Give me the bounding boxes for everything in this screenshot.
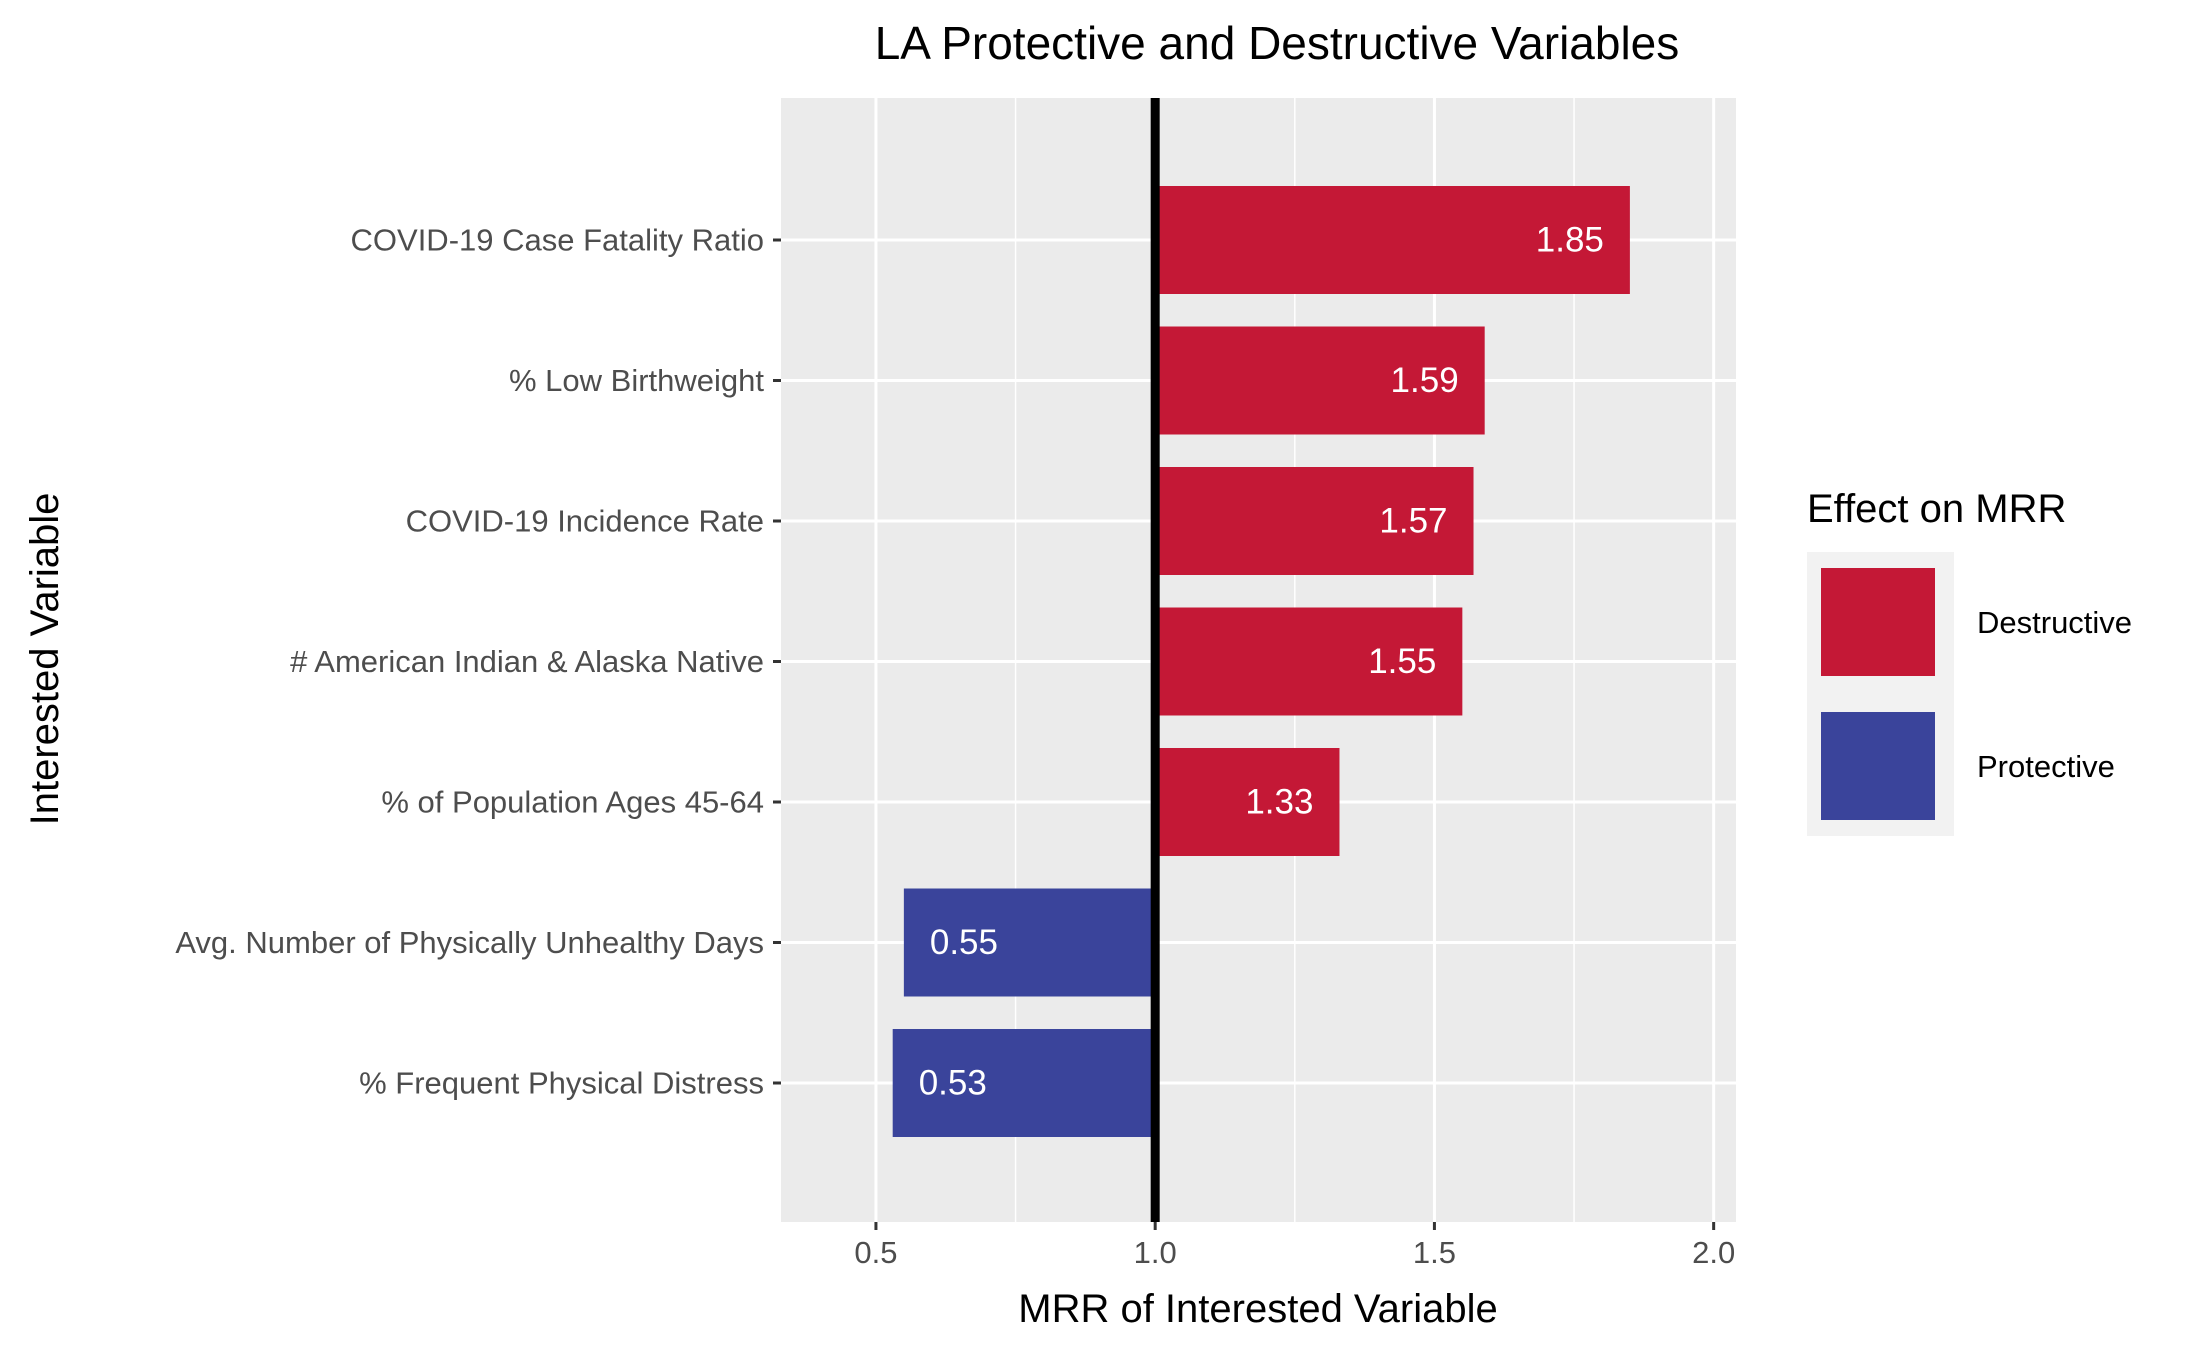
y-axis-title: Interested Variable bbox=[23, 493, 67, 826]
bar-destructive bbox=[1155, 326, 1485, 435]
legend-title: Effect on MRR bbox=[1807, 487, 2066, 531]
bar-value-label: 0.55 bbox=[930, 923, 998, 962]
legend-swatch-protective bbox=[1821, 712, 1935, 820]
y-tick-label: % Low Birthweight bbox=[509, 363, 764, 398]
x-axis: 0.5 1.0 1.5 2.0 bbox=[854, 1222, 1735, 1270]
legend-label-destructive: Destructive bbox=[1977, 605, 2132, 640]
bar-destructive bbox=[1155, 607, 1463, 716]
x-axis-title: MRR of Interested Variable bbox=[1018, 1287, 1497, 1331]
y-axis: COVID-19 Case Fatality Ratio % Low Birthw… bbox=[175, 223, 781, 1101]
x-tick-label: 1.5 bbox=[1413, 1235, 1456, 1270]
bar-destructive bbox=[1155, 748, 1340, 856]
bar-protective bbox=[903, 888, 1156, 997]
x-tick-label: 1.0 bbox=[1134, 1235, 1177, 1270]
legend: Effect on MRR Destructive Protective bbox=[1807, 487, 2132, 836]
x-tick-label: 0.5 bbox=[854, 1235, 897, 1270]
bar-value-label: 1.55 bbox=[1368, 642, 1436, 681]
legend-swatch-destructive bbox=[1821, 568, 1935, 676]
bar-protective bbox=[892, 1029, 1156, 1137]
y-tick-label: % of Population Ages 45-64 bbox=[381, 785, 764, 820]
bar-value-label: 1.33 bbox=[1245, 783, 1313, 822]
bar-value-label: 1.57 bbox=[1379, 502, 1447, 541]
bar-value-label: 0.53 bbox=[919, 1064, 987, 1103]
x-tick-label: 2.0 bbox=[1692, 1235, 1735, 1270]
y-tick-label: Avg. Number of Physically Unhealthy Days bbox=[175, 925, 764, 960]
chart-title: LA Protective and Destructive Variables bbox=[875, 17, 1680, 69]
y-tick-label: COVID-19 Case Fatality Ratio bbox=[351, 223, 764, 258]
bar-destructive bbox=[1155, 186, 1630, 294]
legend-label-protective: Protective bbox=[1977, 749, 2115, 784]
bar-value-labels: 1.85 1.59 1.57 1.55 1.33 0.55 0.53 bbox=[919, 221, 1604, 1103]
bar-value-label: 1.59 bbox=[1391, 361, 1459, 400]
bar-value-label: 1.85 bbox=[1536, 221, 1604, 260]
y-tick-label: % Frequent Physical Distress bbox=[359, 1066, 764, 1101]
bars bbox=[892, 186, 1630, 1137]
y-tick-label: # American Indian & Alaska Native bbox=[290, 644, 764, 679]
y-tick-label: COVID-19 Incidence Rate bbox=[406, 504, 764, 539]
bar-destructive bbox=[1155, 467, 1474, 575]
